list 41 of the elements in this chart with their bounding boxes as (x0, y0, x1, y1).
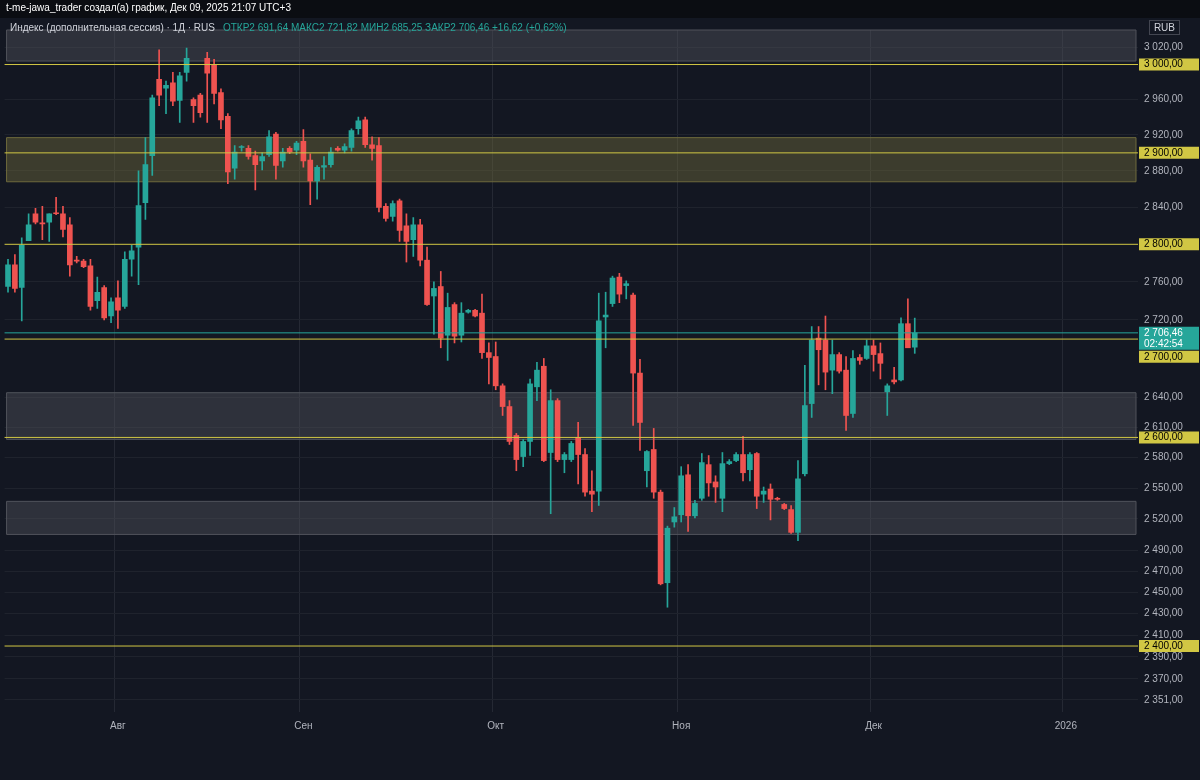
annotation: ОТКР2 691,64 МАКС2 721,82 МИН2 685,25 ЗАКР2 706,46 +16,62 (+0,62%) (222, 22, 567, 33)
ref-line-label: 3 000,00 (1144, 58, 1184, 70)
y-tick-label: 2 410,00 (1144, 628, 1184, 640)
y-tick-label: 2 390,00 (1144, 650, 1184, 662)
y-tick-label: 2 840,00 (1144, 201, 1184, 213)
y-tick-label: 2 960,00 (1144, 93, 1184, 105)
y-tick-label: 2 550,00 (1144, 481, 1184, 493)
y-tick-label: 2 450,00 (1144, 586, 1184, 598)
y-tick-label: 2 490,00 (1144, 543, 1184, 555)
ref-line-label: 2 900,00 (1144, 146, 1184, 158)
text: 02:42:54 (1144, 337, 1184, 349)
ref-line-label: 2 400,00 (1144, 639, 1184, 651)
chart-title: Индекс (дополнительная сессия) · 1Д · RUS (10, 22, 215, 33)
x-tick-label: 2026 (1054, 719, 1078, 731)
y-tick-label: 2 610,00 (1144, 421, 1184, 433)
x-tick-label: Дек (865, 719, 883, 731)
text: t-me-jawa_trader создал(а) график, Дек 09, 2025 21:07 UTC+3 (6, 2, 291, 13)
candlestick (163, 80, 169, 114)
y-tick-label: 2 470,00 (1144, 564, 1184, 576)
y-tick-label: 2 580,00 (1144, 451, 1184, 463)
ref-line-label: 2 800,00 (1144, 238, 1184, 250)
y-tick-label: 2 430,00 (1144, 607, 1184, 619)
y-tick-label: 3 020,00 (1144, 40, 1184, 52)
ref-line-label: 2 600,00 (1144, 431, 1184, 443)
x-tick-label: Сен (294, 719, 313, 731)
x-tick-label: Ноя (672, 719, 691, 731)
y-tick-label: 2 520,00 (1144, 512, 1184, 524)
ref-line-label: 2 700,00 (1144, 350, 1184, 362)
y-tick-label: 2 640,00 (1144, 391, 1184, 403)
y-axis-title: RUB (1148, 20, 1180, 35)
x-tick-label: Окт (487, 719, 505, 731)
y-tick-label: 2 920,00 (1144, 128, 1184, 140)
y-tick-label: 2 880,00 (1144, 164, 1184, 176)
y-tick-label: 2 720,00 (1144, 313, 1184, 325)
candlestick (623, 280, 630, 300)
y-tick-label: 2 370,00 (1144, 672, 1184, 684)
x-tick-label: Авг (110, 719, 127, 731)
y-tick-label: 2 351,00 (1144, 693, 1184, 705)
y-tick-label: 2 760,00 (1144, 275, 1184, 287)
ref-line-label: 2 706,46 (1144, 326, 1184, 338)
candlestick (884, 383, 891, 416)
